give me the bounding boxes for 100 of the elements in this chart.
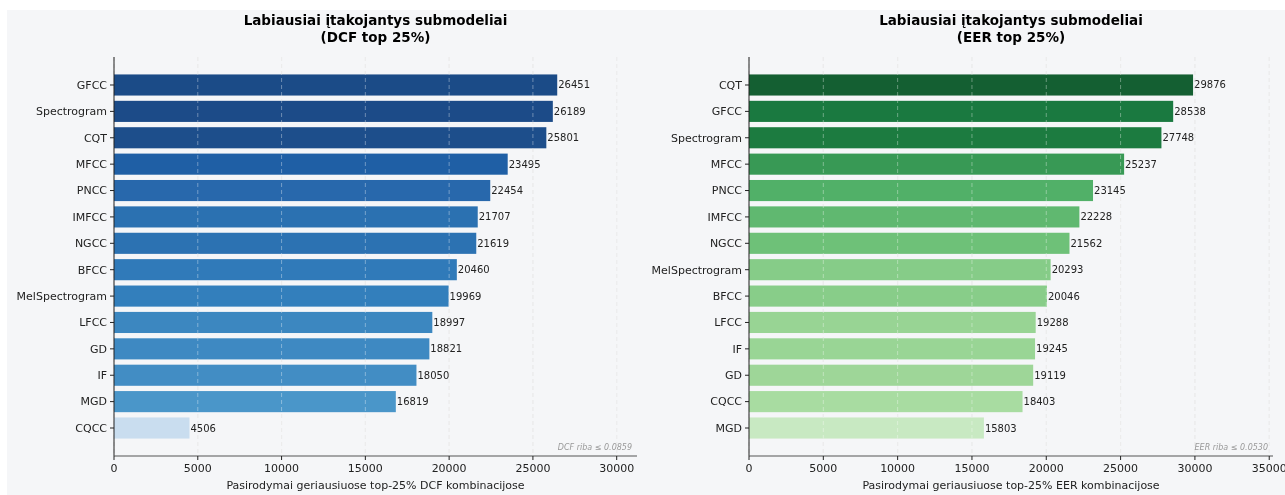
bar [749,391,1023,413]
y-tick-label: CQCC [710,395,743,409]
bar [749,179,1094,202]
data-label: 19969 [449,290,482,302]
annotation: EER riba ≤ 0.0530 [1194,443,1268,452]
bar [749,338,1036,360]
bar [749,100,1174,122]
x-tick-label: 20000 [431,462,467,475]
x-tick-label: 30000 [1177,462,1213,475]
y-tick-label: MelSpectrogram [16,289,107,303]
bar [114,100,553,122]
data-label: 23495 [508,158,541,170]
y-tick-label: IMFCC [72,210,108,224]
y-tick-label: BFCC [712,289,743,303]
bar [114,285,449,307]
bar [114,311,433,334]
data-label: 26451 [558,79,591,91]
data-label: 26189 [553,105,586,117]
y-tick-label: PNCC [76,184,108,198]
x-axis-title: Pasirodymai geriausiuose top-25% DCF kombinacijose [226,479,525,492]
bar [749,364,1034,386]
bar [114,364,417,386]
bar [749,127,1162,149]
y-tick-label: IF [97,369,107,383]
bar [114,206,478,228]
data-label: 19245 [1036,343,1068,355]
x-tick-label: 15000 [347,462,383,475]
x-tick-label: 0 [110,462,118,475]
annotation: DCF riba ≤ 0.0859 [557,443,632,452]
x-tick-label: 10000 [264,462,300,475]
data-label: 21707 [478,211,511,223]
bar [749,153,1125,175]
data-label: 25237 [1125,158,1157,170]
data-label: 27748 [1162,132,1195,144]
y-tick-label: MGD [715,421,742,435]
data-label: 18403 [1023,396,1056,408]
y-tick-label: MGD [80,395,107,409]
y-tick-label: MelSpectrogram [651,263,742,277]
y-tick-label: MFCC [75,158,108,171]
data-label: 21562 [1070,237,1103,249]
bar [749,259,1051,281]
bar [114,338,430,360]
data-label: 21619 [477,237,510,249]
bar [114,391,396,413]
data-label: 20460 [457,264,490,276]
data-label: 22228 [1080,211,1113,223]
data-label: 18050 [417,369,450,381]
x-tick-label: 30000 [599,462,635,475]
data-label: 4506 [190,422,216,434]
bar [114,259,457,281]
data-label: 18997 [433,316,466,328]
bar [114,153,508,175]
bar [749,232,1070,254]
x-tick-label: 5000 [809,462,838,475]
y-tick-label: PNCC [711,184,743,198]
x-tick-label: 25000 [515,462,551,475]
x-tick-label: 15000 [954,462,990,475]
bar [749,417,984,439]
data-label: 19119 [1034,369,1066,381]
data-label: 23145 [1094,185,1126,197]
x-axis-title: Pasirodymai geriausiuose top-25% EER kombinacijose [862,479,1160,492]
x-tick-label: 25000 [1103,462,1139,475]
bar [749,311,1036,334]
y-tick-label: IMFCC [707,210,743,224]
bar [114,127,547,149]
x-tick-label: 0 [745,462,753,475]
y-tick-label: GFCC [76,78,108,92]
y-tick-label: BFCC [77,263,108,277]
chart-title: Labiausiai įtakojantys submodeliai (EER top 25%) [879,12,1143,45]
data-label: 15803 [984,422,1017,434]
data-label: 25801 [547,132,580,144]
y-tick-label: Spectrogram [670,131,742,145]
y-tick-label: MFCC [710,158,743,171]
y-tick-label: NGCC [709,237,743,251]
y-tick-label: LFCC [79,316,108,330]
y-tick-label: CQCC [75,421,108,435]
y-tick-label: NGCC [74,237,108,251]
data-label: 16819 [396,396,429,408]
y-tick-label: GFCC [711,105,743,119]
bar [114,74,558,96]
x-tick-label: 20000 [1028,462,1064,475]
x-tick-label: 5000 [183,462,212,475]
x-tick-label: 10000 [880,462,916,475]
chart-title: Labiausiai įtakojantys submodeliai (DCF top 25%) [243,12,508,45]
y-tick-label: IF [732,342,742,356]
data-label: 29876 [1194,79,1226,91]
data-label: 28538 [1174,105,1206,117]
bar [114,417,190,439]
bar [749,74,1194,96]
data-label: 19288 [1036,316,1069,328]
data-label: 18821 [430,343,463,355]
y-tick-label: LFCC [714,316,743,330]
bar [749,285,1047,307]
y-tick-label: CQT [83,131,108,145]
data-label: 20046 [1047,290,1080,302]
y-tick-label: GD [90,342,107,356]
y-tick-label: Spectrogram [35,105,107,119]
y-tick-label: GD [725,369,742,383]
y-tick-label: CQT [718,78,743,92]
bar [114,179,491,202]
